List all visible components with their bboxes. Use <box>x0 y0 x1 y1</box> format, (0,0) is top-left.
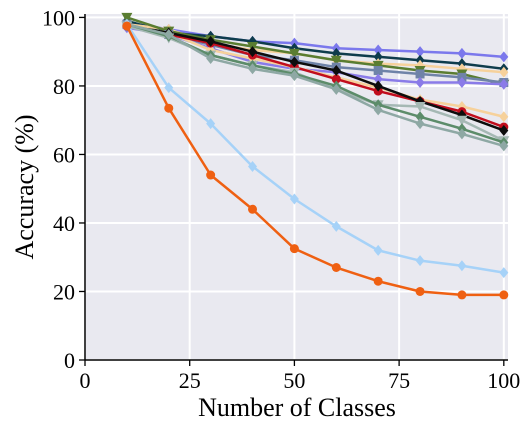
data-point <box>289 70 299 82</box>
data-point <box>373 51 383 63</box>
data-point <box>457 128 467 140</box>
series-12 <box>122 18 509 152</box>
data-point <box>499 111 509 123</box>
x-axis-ticks: 0 25 50 75 100 <box>80 359 520 393</box>
data-point <box>457 47 467 59</box>
data-point <box>373 244 383 256</box>
series-line <box>126 21 504 59</box>
data-point <box>457 260 467 272</box>
data-point <box>288 48 300 59</box>
data-point <box>289 56 299 68</box>
series-line <box>125 23 505 274</box>
data-point <box>331 83 341 95</box>
series-14 <box>122 21 509 300</box>
data-point <box>373 73 383 85</box>
series-line <box>126 24 505 132</box>
data-point <box>206 53 216 65</box>
series-line <box>126 23 505 148</box>
data-point <box>499 290 509 300</box>
data-point <box>456 115 468 126</box>
data-point <box>206 118 216 130</box>
data-point <box>457 77 467 89</box>
data-point <box>373 80 383 92</box>
data-point <box>331 263 341 273</box>
data-point <box>164 29 174 41</box>
data-point <box>415 118 425 130</box>
data-point <box>331 74 341 84</box>
data-point <box>248 63 258 75</box>
series-13 <box>122 18 509 279</box>
x-tick-label: 0 <box>80 368 91 393</box>
x-tick-label: 25 <box>179 368 201 393</box>
x-tick-label: 100 <box>487 368 520 393</box>
data-point <box>331 220 341 232</box>
series-line <box>126 24 505 129</box>
data-point <box>289 193 299 205</box>
series-layer <box>121 12 510 300</box>
data-point <box>415 77 425 89</box>
data-point <box>164 103 174 113</box>
series-line <box>125 25 504 297</box>
data-point <box>499 140 509 152</box>
data-point <box>415 286 425 296</box>
y-axis-label: Accuracy (%) <box>10 114 39 259</box>
data-point <box>457 290 467 300</box>
data-point <box>415 255 425 267</box>
y-tick-label: 60 <box>53 142 75 167</box>
data-point <box>330 55 342 66</box>
data-point <box>248 204 258 214</box>
y-tick-label: 80 <box>53 74 75 99</box>
data-point <box>373 104 383 116</box>
data-point <box>372 60 384 71</box>
data-point <box>415 111 425 123</box>
data-point <box>206 170 216 180</box>
data-point <box>122 21 132 31</box>
data-point <box>499 267 509 279</box>
data-point <box>415 46 425 58</box>
x-tick-label: 50 <box>283 368 305 393</box>
y-tick-label: 0 <box>64 348 75 373</box>
x-tick-label: 75 <box>388 368 410 393</box>
x-axis-label: Number of Classes <box>198 393 396 422</box>
y-axis-ticks: 0 20 40 60 80 100 <box>42 5 86 373</box>
data-point <box>289 244 299 254</box>
data-point <box>164 82 174 94</box>
data-point <box>373 276 383 286</box>
data-point <box>248 46 258 58</box>
data-point <box>248 160 258 172</box>
data-point <box>499 66 509 78</box>
data-point <box>499 78 509 90</box>
data-point <box>373 66 383 76</box>
data-point <box>499 51 509 63</box>
data-point <box>121 12 133 23</box>
y-tick-label: 100 <box>42 5 75 30</box>
data-point <box>331 65 341 77</box>
data-point <box>415 69 425 79</box>
data-point <box>206 35 216 47</box>
y-tick-label: 40 <box>53 211 75 236</box>
series-line <box>126 16 505 86</box>
data-point <box>373 44 383 56</box>
data-point <box>499 124 509 136</box>
data-point <box>414 101 426 112</box>
y-tick-label: 20 <box>53 279 75 304</box>
